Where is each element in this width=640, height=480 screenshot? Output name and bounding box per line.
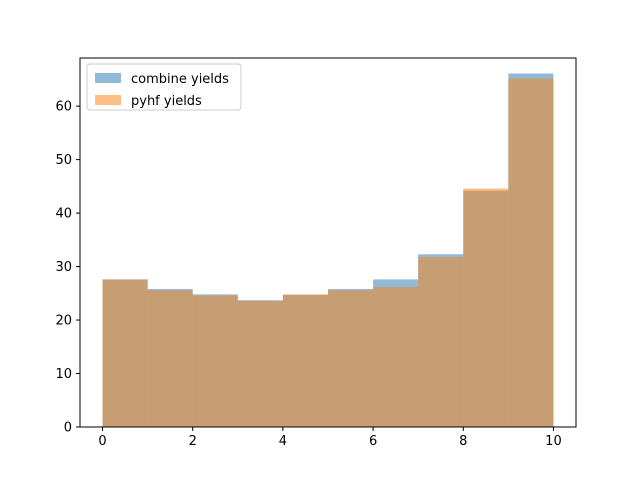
bar-pyhf-9 bbox=[508, 78, 554, 427]
y-tick-label: 30 bbox=[55, 260, 72, 275]
bars-layer bbox=[102, 73, 554, 427]
bar-pyhf-8 bbox=[463, 188, 509, 427]
bar-pyhf-2 bbox=[192, 295, 238, 427]
legend-label-1: pyhf yields bbox=[131, 94, 202, 109]
y-tick-label: 10 bbox=[55, 367, 72, 382]
y-tick-label: 40 bbox=[55, 207, 72, 222]
legend-label-0: combine yields bbox=[131, 72, 229, 87]
bar-pyhf-4 bbox=[282, 294, 328, 427]
axes-layer: 0 2 4 6 8 10 0 10 20 30 40 50 60 bbox=[55, 57, 577, 449]
y-tick-label: 20 bbox=[55, 314, 72, 329]
x-tick-label: 6 bbox=[369, 434, 377, 449]
axes-frame bbox=[79, 57, 577, 428]
x-tick-label: 8 bbox=[459, 434, 467, 449]
y-tick-label: 60 bbox=[55, 100, 72, 115]
bar-pyhf-3 bbox=[237, 300, 283, 427]
bar-pyhf-5 bbox=[328, 290, 374, 427]
legend-swatch-0 bbox=[95, 73, 121, 83]
y-tick-label: 0 bbox=[64, 421, 72, 436]
legend-box bbox=[86, 63, 242, 111]
bar-pyhf-0 bbox=[102, 279, 148, 427]
bar-pyhf-7 bbox=[418, 256, 464, 427]
y-tick-label: 50 bbox=[55, 153, 72, 168]
x-tick-label: 2 bbox=[189, 434, 197, 449]
legend-swatch-1 bbox=[95, 95, 121, 105]
legend: combine yields pyhf yields bbox=[86, 63, 242, 111]
bar-pyhf-1 bbox=[147, 290, 193, 427]
x-tick-label: 4 bbox=[279, 434, 287, 449]
x-tick-label: 10 bbox=[545, 434, 562, 449]
bar-pyhf-6 bbox=[373, 286, 419, 427]
x-tick-label: 0 bbox=[98, 434, 106, 449]
